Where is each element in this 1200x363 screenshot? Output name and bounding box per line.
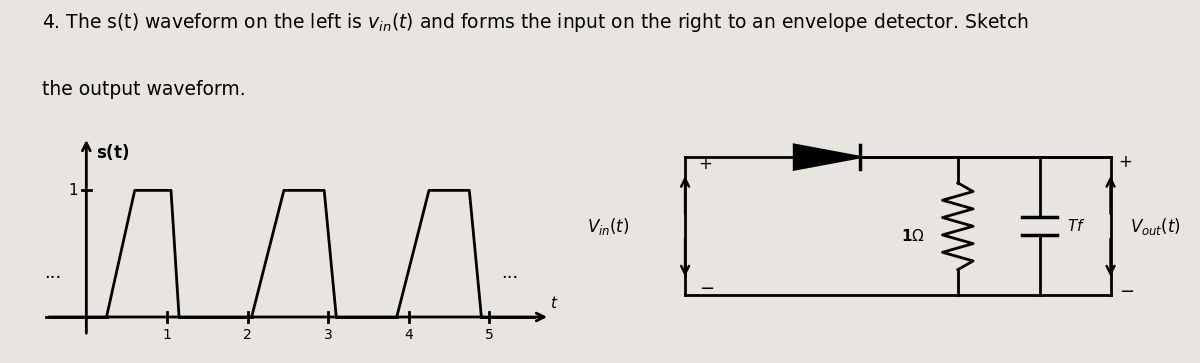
Polygon shape [794, 145, 859, 170]
Text: $t$: $t$ [550, 295, 558, 311]
Text: 4. The s(t) waveform on the left is $v_{in}(t)$ and forms the input on the right: 4. The s(t) waveform on the left is $v_{… [42, 11, 1028, 34]
Text: 1$\Omega$: 1$\Omega$ [901, 228, 925, 244]
Text: +: + [698, 155, 713, 172]
Text: $\mathit{Tf}$: $\mathit{Tf}$ [1067, 218, 1086, 234]
Text: $\mathbf{s(t)}$: $\mathbf{s(t)}$ [96, 142, 130, 162]
Text: −: − [698, 280, 714, 298]
Text: $V_{in}(t)$: $V_{in}(t)$ [587, 216, 630, 237]
Text: 1: 1 [68, 183, 78, 198]
Text: 3: 3 [324, 329, 332, 342]
Text: the output waveform.: the output waveform. [42, 80, 246, 99]
Text: ...: ... [44, 264, 61, 282]
Text: 5: 5 [485, 329, 494, 342]
Text: $V_{out}(t)$: $V_{out}(t)$ [1129, 216, 1181, 237]
Text: ...: ... [502, 264, 518, 282]
Text: 4: 4 [404, 329, 413, 342]
Text: +: + [1118, 153, 1133, 171]
Text: 1: 1 [162, 329, 172, 342]
Text: −: − [1118, 283, 1134, 301]
Text: 2: 2 [244, 329, 252, 342]
